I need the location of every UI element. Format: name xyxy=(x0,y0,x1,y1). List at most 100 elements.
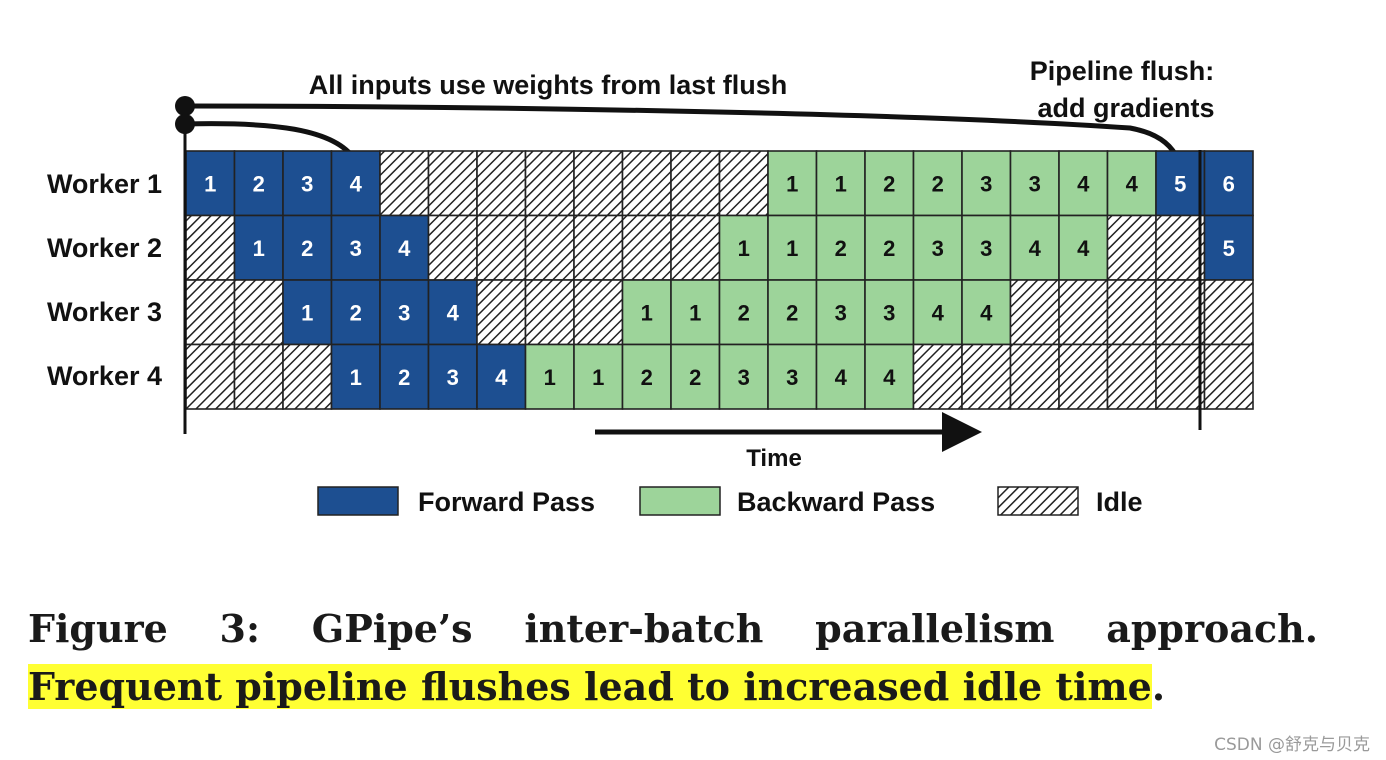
idle-cell xyxy=(1009,343,1060,410)
legend-swatch-idle xyxy=(997,486,1079,516)
legend-swatch-forward xyxy=(317,486,399,516)
legend-label-forward: Forward Pass xyxy=(418,487,595,517)
idle-cell xyxy=(670,150,721,217)
cell-microbatch-label: 2 xyxy=(350,300,362,325)
idle-cell xyxy=(524,150,575,217)
worker-label-3: Worker 3 xyxy=(47,297,162,327)
cell-microbatch-label: 4 xyxy=(883,365,896,390)
cell-microbatch-label: 3 xyxy=(980,236,992,261)
cell-microbatch-label: 3 xyxy=(835,300,847,325)
forward-cell xyxy=(379,214,430,281)
cell-microbatch-label: 4 xyxy=(1126,171,1139,196)
cell-microbatch-label: 5 xyxy=(1223,236,1235,261)
worker-label-2: Worker 2 xyxy=(47,233,162,263)
idle-cell xyxy=(476,214,527,281)
idle-cell xyxy=(1106,214,1157,281)
cell-microbatch-label: 2 xyxy=(786,300,798,325)
idle-cell xyxy=(185,343,236,410)
cell-microbatch-label: 4 xyxy=(1029,236,1042,261)
cell-microbatch-label: 4 xyxy=(350,171,363,196)
idle-cell xyxy=(185,279,236,346)
cell-microbatch-label: 1 xyxy=(786,236,798,261)
idle-cell xyxy=(1058,279,1109,346)
backward-cell xyxy=(815,279,866,346)
cell-microbatch-label: 1 xyxy=(641,300,653,325)
cell-microbatch-label: 4 xyxy=(1077,236,1090,261)
cell-microbatch-label: 1 xyxy=(204,171,216,196)
backward-cell xyxy=(670,279,721,346)
cell-microbatch-label: 2 xyxy=(738,300,750,325)
cell-microbatch-label: 2 xyxy=(641,365,653,390)
time-label: Time xyxy=(746,445,802,472)
idle-cell xyxy=(1106,279,1157,346)
cell-microbatch-label: 2 xyxy=(398,365,410,390)
cell-microbatch-label: 4 xyxy=(980,300,993,325)
cell-microbatch-label: 2 xyxy=(883,236,895,261)
worker-label-4: Worker 4 xyxy=(47,361,162,391)
idle-cell xyxy=(1203,343,1254,410)
caption-end: . xyxy=(1151,664,1166,709)
flush-weights-curve xyxy=(184,103,1181,162)
flush-annotation-line2: add gradients xyxy=(1037,93,1214,123)
cell-microbatch-label: 1 xyxy=(350,365,362,390)
idle-cell xyxy=(1106,343,1157,410)
cell-microbatch-label: 3 xyxy=(398,300,410,325)
cell-microbatch-label: 4 xyxy=(835,365,848,390)
figure-caption: Figure 3: GPipe’s inter-batch parallelis… xyxy=(28,600,1318,716)
idle-cell xyxy=(233,343,284,410)
cell-microbatch-label: 1 xyxy=(301,300,313,325)
last-flush-curve xyxy=(184,121,358,162)
idle-cell xyxy=(961,343,1012,410)
cell-microbatch-label: 1 xyxy=(738,236,750,261)
cell-microbatch-label: 1 xyxy=(544,365,556,390)
cell-microbatch-label: 4 xyxy=(932,300,945,325)
idle-cell xyxy=(524,214,575,281)
watermark: CSDN @舒克与贝克 xyxy=(1214,735,1370,755)
cell-microbatch-label: 3 xyxy=(786,365,798,390)
idle-cell xyxy=(379,150,430,217)
idle-cell xyxy=(282,343,333,410)
idle-cell xyxy=(427,150,478,217)
idle-cell xyxy=(476,279,527,346)
backward-cell xyxy=(718,343,769,410)
worker-label-1: Worker 1 xyxy=(47,169,162,199)
schedule-grid: 1 2 3 4 1 1 2 2 3 3 4 4 5 6 1 2 3 4 1 1 2 2 3 3 4 4 5 1 2 3 4 1 1 2 2 3 3 4 4 1… xyxy=(185,150,1254,410)
idle-cell xyxy=(621,150,672,217)
cell-microbatch-label: 2 xyxy=(932,171,944,196)
legend-swatch-backward xyxy=(639,486,721,516)
backward-cell xyxy=(767,279,818,346)
cell-microbatch-label: 4 xyxy=(1077,171,1090,196)
cell-microbatch-label: 3 xyxy=(350,236,362,261)
forward-cell xyxy=(330,214,381,281)
cell-microbatch-label: 3 xyxy=(738,365,750,390)
cell-microbatch-label: 3 xyxy=(301,171,313,196)
backward-cell xyxy=(815,343,866,410)
cell-microbatch-label: 2 xyxy=(689,365,701,390)
gpipe-schedule-diagram: All inputs use weights from last flush P… xyxy=(47,56,1254,517)
idle-cell xyxy=(427,214,478,281)
idle-cell xyxy=(185,214,236,281)
idle-cell xyxy=(1058,343,1109,410)
cell-microbatch-label: 1 xyxy=(786,171,798,196)
caption-plain: Figure 3: GPipe’s inter-batch parallelis… xyxy=(28,606,1318,651)
cell-microbatch-label: 6 xyxy=(1223,171,1235,196)
forward-cell xyxy=(1203,150,1254,217)
cell-microbatch-label: 3 xyxy=(932,236,944,261)
cell-microbatch-label: 4 xyxy=(447,300,460,325)
cell-microbatch-label: 2 xyxy=(253,171,265,196)
backward-cell xyxy=(1106,150,1157,217)
cell-microbatch-label: 2 xyxy=(883,171,895,196)
idle-cell xyxy=(1155,343,1206,410)
flush-annotation-line1: Pipeline flush: xyxy=(1030,56,1215,86)
backward-cell xyxy=(670,343,721,410)
cell-microbatch-label: 1 xyxy=(592,365,604,390)
idle-cell xyxy=(718,150,769,217)
idle-cell xyxy=(1203,279,1254,346)
backward-cell xyxy=(912,150,963,217)
idle-cell xyxy=(573,279,624,346)
cell-microbatch-label: 2 xyxy=(835,236,847,261)
forward-cell xyxy=(330,279,381,346)
cell-microbatch-label: 1 xyxy=(253,236,265,261)
backward-cell xyxy=(1009,214,1060,281)
idle-cell xyxy=(1155,214,1206,281)
